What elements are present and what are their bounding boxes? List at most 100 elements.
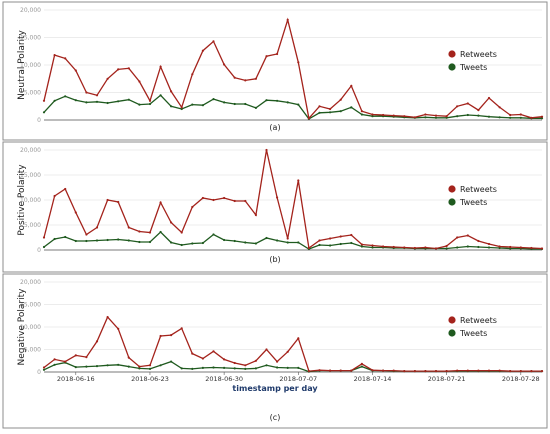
legend-label-tweets: Tweets	[459, 63, 487, 72]
data-point-tweets	[42, 368, 46, 371]
data-point-retweets	[64, 57, 67, 60]
y-tick-label: 5,000	[24, 90, 41, 97]
panel-label: (c)	[270, 413, 281, 422]
legend-label-retweets: Retweets	[460, 50, 497, 59]
data-point-retweets	[382, 113, 385, 117]
data-point-retweets	[244, 79, 247, 82]
data-point-tweets	[233, 102, 236, 106]
data-point-tweets	[350, 241, 353, 245]
data-point-tweets	[180, 243, 183, 247]
data-point-retweets	[540, 370, 544, 373]
data-point-retweets	[498, 245, 501, 248]
y-tick-label: 5,000	[24, 222, 41, 229]
data-point-retweets	[487, 96, 491, 100]
data-point-tweets	[170, 241, 173, 244]
data-point-retweets	[403, 115, 406, 118]
legend-marker-tweets	[448, 329, 456, 337]
legend-marker-retweets	[448, 185, 456, 193]
data-point-retweets	[254, 359, 257, 362]
data-point-retweets	[424, 113, 427, 116]
data-point-retweets	[318, 105, 321, 108]
data-point-retweets	[138, 365, 141, 368]
x-tick-label: 2018-07-07	[279, 375, 317, 383]
data-point-tweets	[212, 366, 215, 369]
legend-label-tweets: Tweets	[459, 329, 487, 338]
data-point-tweets	[138, 103, 141, 106]
data-point-retweets	[170, 334, 173, 337]
data-point-retweets	[286, 237, 289, 240]
panel-frame	[2, 273, 548, 429]
data-point-tweets	[519, 116, 522, 119]
data-point-retweets	[276, 52, 279, 56]
data-point-retweets	[456, 369, 459, 372]
data-point-retweets	[170, 90, 173, 93]
data-point-tweets	[318, 243, 321, 247]
x-tick-label: 2018-06-23	[131, 375, 169, 383]
y-tick-label: 20,000	[20, 7, 41, 14]
data-point-retweets	[85, 91, 88, 94]
data-point-retweets	[95, 94, 99, 97]
data-point-tweets	[117, 363, 120, 366]
data-point-retweets	[191, 352, 194, 355]
data-point-tweets	[466, 113, 469, 117]
data-point-tweets	[360, 113, 363, 116]
data-point-tweets	[212, 98, 215, 101]
legend-label-retweets: Retweets	[460, 316, 497, 325]
data-point-tweets	[148, 240, 152, 244]
data-point-tweets	[212, 233, 215, 236]
data-point-tweets	[360, 365, 363, 368]
data-point-retweets	[297, 179, 300, 182]
data-point-retweets	[223, 196, 226, 200]
data-point-retweets	[53, 194, 56, 198]
y-tick-label: 15,000	[20, 302, 41, 309]
data-point-retweets	[307, 117, 310, 120]
data-point-retweets	[180, 231, 183, 234]
data-point-tweets	[434, 116, 438, 119]
data-point-tweets	[276, 99, 279, 102]
data-point-retweets	[530, 246, 533, 250]
data-point-tweets	[106, 364, 109, 367]
data-point-retweets	[466, 369, 469, 372]
data-point-retweets	[371, 369, 374, 372]
data-point-tweets	[477, 114, 480, 117]
data-point-retweets	[434, 247, 438, 250]
panel-1: 0 5,000 10,000 15,000 20,000 Neutral Polarity…	[2, 1, 548, 141]
data-point-tweets	[477, 245, 480, 249]
x-tick-label: 2018-06-16	[57, 375, 95, 383]
data-point-retweets	[339, 98, 342, 101]
x-tick-label: 2018-07-21	[428, 375, 466, 383]
data-point-retweets	[127, 226, 130, 229]
legend-label-retweets: Retweets	[460, 185, 497, 194]
data-point-retweets	[201, 357, 204, 360]
data-point-tweets	[339, 110, 342, 113]
data-point-tweets	[297, 241, 300, 244]
data-point-tweets	[180, 367, 183, 370]
data-point-retweets	[371, 113, 374, 116]
data-point-retweets	[318, 369, 321, 372]
y-tick-label: 15,000	[20, 172, 41, 179]
y-tick-label: 0	[37, 369, 41, 376]
data-point-tweets	[74, 366, 77, 369]
data-point-tweets	[223, 238, 226, 242]
data-point-tweets	[138, 367, 141, 370]
data-point-retweets	[254, 213, 257, 217]
data-point-retweets	[106, 316, 109, 319]
data-point-retweets	[360, 243, 363, 246]
y-axis-label: Neutral Polarity	[17, 29, 27, 99]
data-point-retweets	[170, 221, 173, 224]
data-point-tweets	[170, 105, 173, 108]
y-tick-label: 0	[37, 117, 41, 124]
panel-label: (a)	[269, 123, 280, 132]
data-point-retweets	[276, 196, 279, 199]
data-point-retweets	[498, 369, 501, 372]
data-point-retweets	[307, 370, 310, 373]
data-point-retweets	[434, 370, 438, 373]
panel-label: (b)	[269, 255, 280, 264]
data-point-retweets	[350, 84, 353, 87]
data-point-retweets	[74, 211, 77, 214]
data-point-retweets	[223, 63, 226, 66]
legend-marker-retweets	[448, 50, 456, 58]
data-point-retweets	[127, 356, 130, 359]
